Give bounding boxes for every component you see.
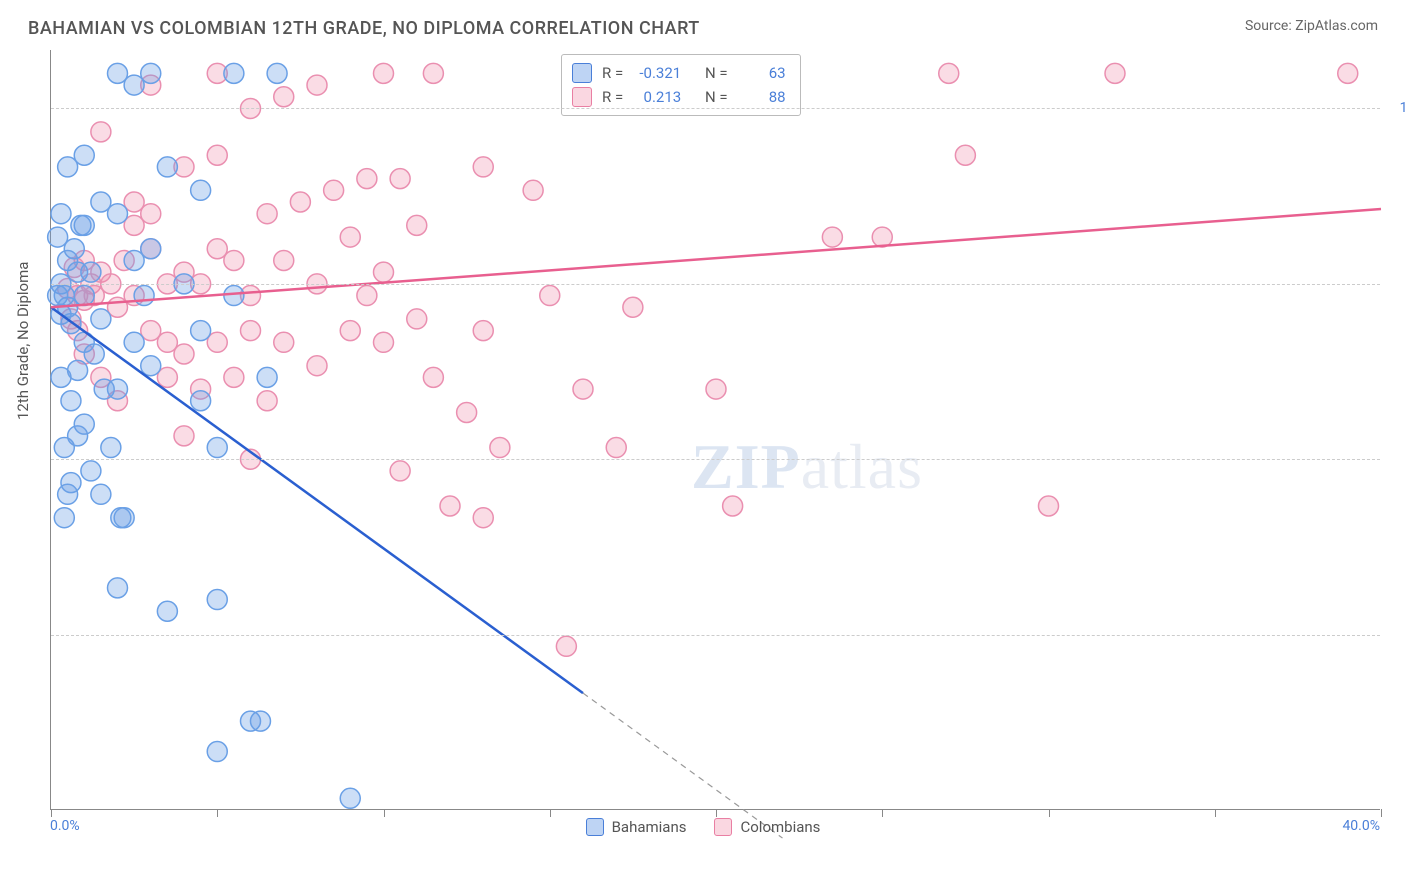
r-label: R =	[602, 61, 623, 85]
source-name: ZipAtlas.com	[1295, 18, 1378, 34]
x-tick	[882, 809, 883, 817]
chart-title: BAHAMIAN VS COLOMBIAN 12TH GRADE, NO DIP…	[28, 18, 700, 39]
scatter-svg	[51, 50, 1380, 809]
y-tick-label: 77.5%	[1385, 627, 1406, 643]
y-tick-label: 92.5%	[1385, 276, 1406, 292]
x-tick	[550, 809, 551, 817]
swatch-blue-icon	[586, 818, 604, 836]
stats-row-colombians: R = 0.213 N = 88	[572, 85, 786, 109]
y-tick-label: 85.0%	[1385, 451, 1406, 467]
swatch-pink-icon	[572, 87, 592, 107]
gridline	[51, 635, 1380, 636]
legend-item-colombians: Colombians	[714, 818, 820, 836]
bottom-legend: Bahamians Colombians	[0, 818, 1406, 836]
legend-label-bahamians: Bahamians	[612, 818, 687, 836]
r-value-bahamians: -0.321	[633, 61, 681, 85]
r-label: R =	[602, 85, 623, 109]
x-tick	[1215, 809, 1216, 817]
chart-plot-area: R = -0.321 N = 63 R = 0.213 N = 88 ZIPat…	[50, 50, 1380, 810]
legend-item-bahamians: Bahamians	[586, 818, 687, 836]
n-label: N =	[705, 85, 728, 109]
x-tick	[384, 809, 385, 817]
gridline	[51, 459, 1380, 460]
swatch-blue-icon	[572, 63, 592, 83]
n-label: N =	[705, 61, 728, 85]
source-label: Source:	[1245, 18, 1292, 34]
x-tick	[1049, 809, 1050, 817]
source-attribution: Source: ZipAtlas.com	[1245, 18, 1378, 34]
x-tick	[716, 809, 717, 817]
x-tick	[1381, 809, 1382, 817]
n-value-colombians: 88	[738, 85, 786, 109]
gridline	[51, 108, 1380, 109]
x-tick	[51, 809, 52, 817]
y-axis-label: 12th Grade, No Diploma	[14, 262, 32, 420]
r-value-colombians: 0.213	[633, 85, 681, 109]
gridline	[51, 284, 1380, 285]
stats-row-bahamians: R = -0.321 N = 63	[572, 61, 786, 85]
y-tick-label: 100.0%	[1385, 100, 1406, 116]
n-value-bahamians: 63	[738, 61, 786, 85]
x-tick	[217, 809, 218, 817]
swatch-pink-icon	[714, 818, 732, 836]
legend-label-colombians: Colombians	[740, 818, 820, 836]
correlation-stats-box: R = -0.321 N = 63 R = 0.213 N = 88	[561, 54, 801, 116]
